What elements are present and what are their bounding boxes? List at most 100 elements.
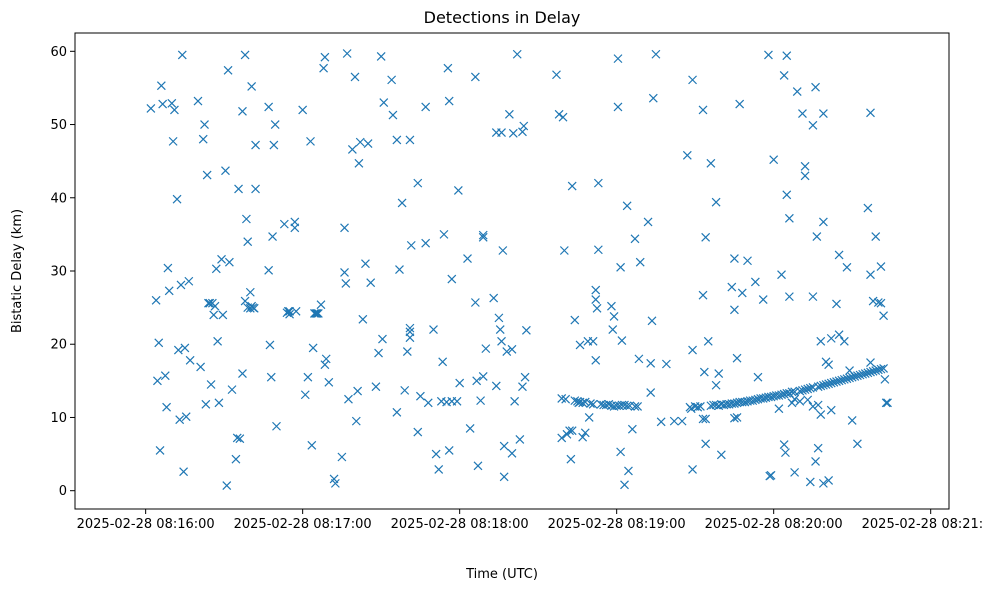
detection-marker (507, 344, 517, 354)
detection-marker (155, 445, 165, 455)
detection-marker (748, 396, 758, 406)
detection-marker (706, 158, 716, 168)
detection-marker (272, 421, 281, 431)
detection-marker (223, 65, 233, 75)
x-tick-label: 2025-02-28 08:21:00 (862, 517, 983, 532)
detection-marker (779, 440, 789, 449)
detection-marker (218, 310, 228, 320)
detection-marker (285, 306, 294, 316)
detection-marker (371, 382, 381, 392)
detection-marker (784, 292, 794, 302)
detection-marker (688, 75, 697, 85)
detection-marker (163, 263, 173, 273)
y-tick-label: 10 (50, 411, 67, 426)
x-tick-label: 2025-02-28 08:17:00 (234, 517, 372, 532)
detection-marker (463, 254, 472, 263)
detection-marker (730, 254, 739, 263)
detection-marker (592, 303, 602, 313)
detection-marker (847, 415, 857, 425)
detection-marker (355, 137, 365, 147)
detection-marker (860, 369, 870, 378)
detection-marker (472, 376, 482, 386)
detection-marker (300, 390, 310, 400)
detection-marker (481, 344, 491, 354)
detection-marker (264, 265, 274, 275)
detection-marker (812, 232, 822, 242)
detection-marker (616, 447, 626, 457)
detection-marker (868, 366, 878, 376)
detection-marker (491, 381, 501, 391)
detection-marker (497, 128, 506, 138)
detection-marker (866, 358, 875, 367)
detection-marker (635, 257, 645, 267)
detection-marker (842, 262, 852, 272)
detection-marker (405, 135, 415, 145)
detection-marker (613, 102, 623, 112)
detection-marker (160, 371, 170, 381)
detection-marker (735, 99, 745, 109)
detection-marker (669, 416, 679, 426)
detection-marker (798, 385, 807, 395)
detection-marker (478, 232, 488, 242)
detection-marker (730, 399, 739, 408)
detection-marker (235, 434, 245, 444)
detection-marker (251, 140, 260, 150)
detection-marker (341, 279, 351, 288)
detection-marker (832, 299, 841, 309)
detection-marker (321, 354, 331, 364)
detection-marker (617, 336, 627, 345)
detection-marker (834, 250, 844, 260)
detection-marker (630, 402, 640, 411)
detection-marker (593, 245, 603, 255)
detection-marker (879, 311, 889, 321)
detection-marker (354, 158, 364, 168)
detection-marker (307, 440, 317, 450)
detection-marker (627, 424, 637, 434)
detection-marker (330, 478, 340, 488)
detection-marker (774, 404, 784, 414)
detection-marker (266, 372, 276, 382)
detection-marker (358, 314, 368, 324)
x-tick-label: 2025-02-28 08:20:00 (705, 517, 843, 532)
detection-marker (591, 295, 601, 304)
detection-marker (559, 246, 569, 255)
detection-marker (782, 51, 792, 61)
detection-marker (476, 396, 486, 406)
detection-marker (881, 398, 891, 408)
detection-marker (298, 105, 308, 115)
detection-marker (839, 374, 849, 384)
detection-marker (805, 383, 815, 393)
detection-marker (586, 399, 595, 408)
detection-marker (714, 369, 724, 378)
x-axis-label: Time (UTC) (465, 567, 538, 582)
detection-marker (173, 345, 183, 355)
detection-marker (813, 400, 823, 410)
detection-marker (774, 391, 784, 400)
detection-marker (648, 93, 658, 103)
detection-marker (211, 264, 221, 274)
detection-marker (176, 280, 186, 290)
detection-marker (883, 398, 892, 408)
detection-marker (824, 360, 834, 370)
detection-marker (181, 412, 191, 422)
detection-marker (478, 230, 488, 240)
detection-marker (604, 399, 614, 409)
detection-marker (876, 364, 886, 374)
detection-marker (447, 274, 457, 284)
detection-marker (308, 343, 318, 353)
detection-marker (839, 336, 849, 346)
detection-marker (439, 229, 449, 239)
detection-marker (813, 382, 823, 392)
detection-marker (866, 270, 875, 280)
detection-marker (578, 432, 588, 442)
detection-marker (816, 336, 826, 346)
detection-marker (701, 414, 711, 424)
detection-marker (876, 298, 886, 308)
detection-marker (209, 310, 219, 320)
detection-marker (790, 467, 800, 477)
detection-marker (787, 398, 797, 408)
detection-marker (784, 213, 794, 223)
detection-marker (438, 357, 448, 367)
